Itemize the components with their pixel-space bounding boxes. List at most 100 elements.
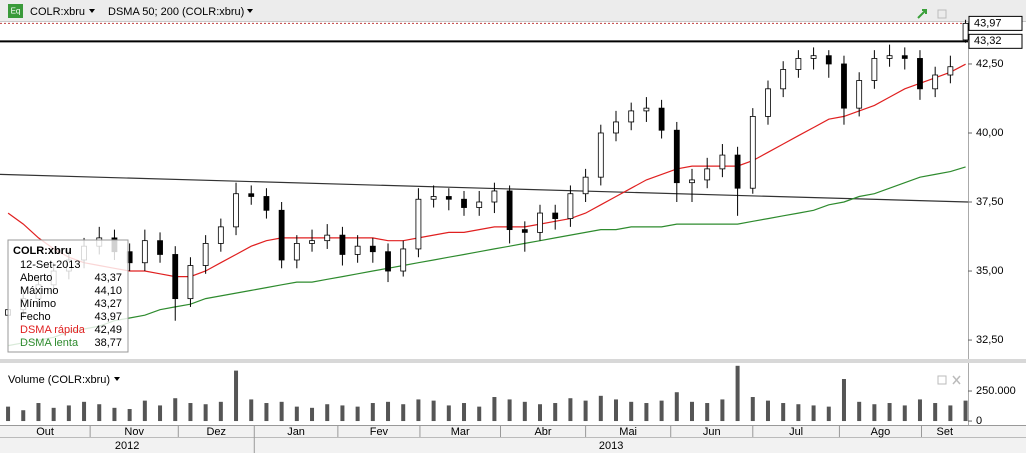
volume-bar — [431, 400, 436, 422]
info-label: Máximo — [20, 285, 59, 297]
volume-bar — [97, 404, 102, 422]
last-price-box — [968, 15, 1023, 31]
candle-body — [172, 254, 179, 300]
year-label: 2013 — [599, 440, 623, 452]
restore-icon[interactable] — [937, 375, 947, 385]
candle-body — [324, 234, 331, 242]
restore-icon[interactable] — [937, 9, 947, 19]
volume-bar — [340, 405, 345, 422]
dropdown-arrow[interactable] — [89, 9, 95, 13]
candle-body — [947, 66, 954, 76]
candle-body — [491, 190, 498, 203]
volume-title[interactable]: Volume (COLR:xbru) — [8, 374, 110, 386]
volume-bar — [279, 401, 284, 422]
x-tick-label: Nov — [124, 426, 144, 438]
candle-body — [658, 107, 665, 131]
symbol-menu[interactable]: COLR:xbru — [30, 6, 85, 18]
moving-average-line — [7, 166, 966, 347]
eq-icon[interactable] — [8, 4, 23, 18]
candle-body — [795, 58, 802, 70]
volume-bar — [370, 403, 375, 422]
candle-body — [856, 80, 863, 109]
volume-bar — [629, 401, 634, 422]
volume-bar — [477, 406, 482, 422]
candle-body — [369, 245, 376, 253]
candle-body — [537, 212, 543, 233]
trend-icon[interactable] — [917, 9, 927, 19]
volume-bar — [857, 401, 862, 422]
info-label: DSMA lenta — [20, 337, 79, 349]
info-value: 44,10 — [94, 285, 122, 297]
close-icon[interactable] — [952, 375, 961, 385]
volume-bar — [553, 403, 558, 422]
candle-body — [278, 209, 285, 261]
volume-bar — [218, 401, 223, 422]
y-tick-label: 250.000 — [976, 385, 1016, 397]
info-label: Fecho — [20, 311, 51, 323]
volume-bar — [142, 400, 147, 422]
candle-body — [430, 196, 437, 200]
candle-body — [157, 240, 163, 255]
x-tick-label: Jan — [287, 426, 305, 438]
candle-body — [400, 248, 407, 272]
y-tick-label: 32,50 — [976, 334, 1004, 346]
eq-icon-text: Eq — [11, 7, 21, 16]
candle-body — [263, 196, 270, 211]
y-tick-label: 42,50 — [976, 58, 1004, 70]
candle-body — [233, 193, 239, 228]
volume-bar — [127, 409, 132, 422]
year-label: 2012 — [115, 440, 139, 452]
volume-bar — [51, 407, 56, 422]
candle-body — [567, 193, 574, 219]
info-label: DSMA rápida — [20, 324, 86, 336]
x-tick-label: Set — [936, 426, 953, 438]
volume-bar — [720, 399, 725, 422]
volume-bar — [598, 395, 603, 422]
volume-bar — [310, 407, 315, 422]
x-tick-label: Ago — [871, 426, 891, 438]
volume-bar — [234, 370, 239, 422]
candle-body — [613, 121, 619, 134]
info-box-frame — [7, 239, 129, 353]
moving-average-line — [7, 63, 966, 278]
candle-body — [932, 74, 939, 90]
candle-body — [643, 107, 650, 112]
volume-bar — [872, 404, 877, 422]
panel-divider — [0, 359, 1026, 363]
volume-bar — [781, 403, 786, 422]
candle-body — [765, 88, 771, 117]
candle-body — [673, 129, 680, 184]
candle-body — [309, 240, 315, 244]
x-tick-label: Out — [36, 426, 54, 438]
dropdown-arrow[interactable] — [114, 377, 120, 381]
info-symbol: COLR:xbru — [13, 245, 72, 257]
candle-body — [962, 22, 969, 41]
candle-body — [704, 168, 711, 181]
candle-body — [871, 58, 878, 81]
info-value: 43,37 — [94, 272, 122, 284]
indicator-menu[interactable]: DSMA 50; 200 (COLR:xbru) — [108, 6, 244, 18]
candle-body — [582, 176, 589, 195]
volume-bar — [416, 399, 421, 422]
candle-body — [734, 154, 741, 189]
hline-label-box — [968, 33, 1023, 49]
x-tick-label: Mai — [619, 426, 637, 438]
price-panel — [0, 19, 969, 347]
volume-bar — [36, 403, 41, 422]
volume-bar — [948, 405, 953, 422]
dropdown-arrow[interactable] — [247, 9, 253, 13]
volume-bar — [325, 404, 330, 422]
volume-bar — [659, 400, 664, 422]
candle-body — [749, 116, 756, 189]
volume-bar — [826, 406, 831, 422]
candle-body — [597, 132, 604, 178]
volume-bar — [705, 403, 710, 422]
info-value: 42,49 — [94, 324, 122, 336]
y-tick-label: 0 — [976, 415, 982, 427]
candle-body — [521, 229, 528, 233]
volume-bar — [765, 400, 770, 422]
candle-body — [385, 251, 391, 272]
volume-bar — [355, 406, 360, 422]
candle-body — [339, 234, 346, 255]
